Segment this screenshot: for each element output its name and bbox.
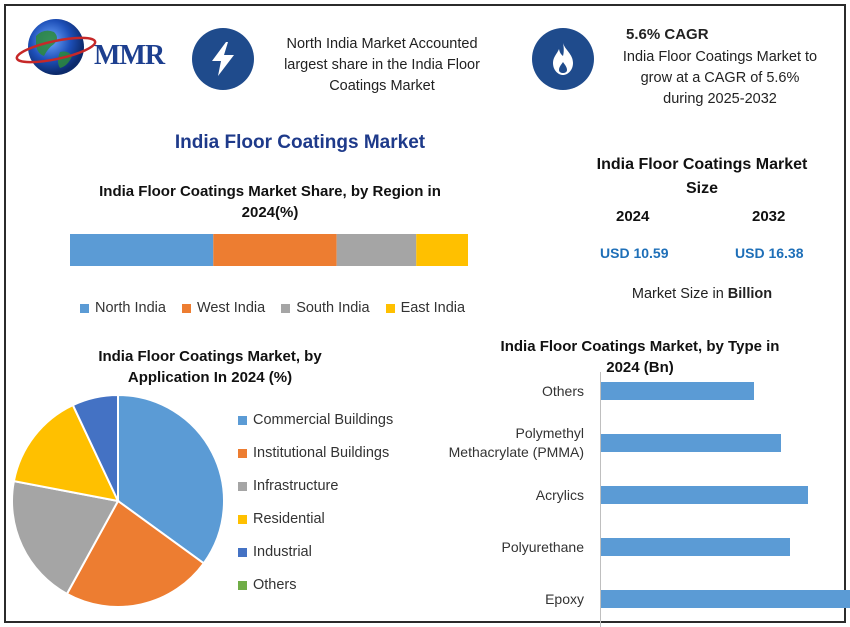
logo-text: MMR bbox=[94, 40, 165, 71]
label-line: Others bbox=[541, 382, 584, 399]
title-line: India Floor Coatings Market bbox=[596, 156, 808, 173]
north-india-callout: North India Market Accounted largest sha… bbox=[262, 34, 502, 97]
cagr-title: 5.6% CAGR bbox=[626, 26, 709, 43]
market-size-unit: Market Size in Billion bbox=[580, 286, 824, 302]
application-legend-item: Industrial bbox=[238, 543, 393, 561]
pie-slice bbox=[65, 499, 206, 608]
title-line: India Floor Coatings Market, by Type in bbox=[500, 338, 780, 355]
type-bar bbox=[601, 538, 790, 556]
callout-line: during 2025-2032 bbox=[663, 91, 777, 107]
legend-label: Infrastructure bbox=[253, 478, 339, 494]
type-bar bbox=[601, 382, 754, 400]
application-chart-title: India Floor Coatings Market, by Applicat… bbox=[40, 346, 380, 388]
legend-label: South India bbox=[296, 300, 370, 316]
region-bar-segment bbox=[336, 234, 417, 266]
type-bar bbox=[601, 486, 808, 504]
legend-label: East India bbox=[400, 300, 466, 316]
lightning-icon bbox=[192, 28, 254, 90]
legend-swatch bbox=[181, 303, 191, 313]
callout-line: grow at a CAGR of 5.6% bbox=[640, 70, 800, 86]
legend-swatch bbox=[238, 481, 247, 491]
type-bar-label: Polymethyl Methacrylate (PMMA) bbox=[394, 424, 584, 462]
market-size-title: India Floor Coatings Market Size bbox=[580, 153, 824, 201]
type-chart-title: India Floor Coatings Market, by Type in … bbox=[470, 336, 810, 378]
legend-swatch bbox=[238, 415, 247, 425]
legend-label: West India bbox=[196, 300, 266, 316]
year-2032: 2032 bbox=[752, 208, 786, 225]
unit-bold: Billion bbox=[727, 286, 773, 302]
callout-line: largest share in the India Floor bbox=[284, 57, 480, 73]
pie-slice bbox=[117, 393, 225, 565]
legend-swatch bbox=[238, 448, 247, 458]
application-legend-item: Others bbox=[238, 576, 393, 594]
region-bar-segment bbox=[416, 234, 468, 266]
title-line: 2024(%) bbox=[241, 204, 299, 221]
callout-line: Coatings Market bbox=[329, 78, 435, 94]
type-bar bbox=[601, 590, 850, 608]
pie-slice bbox=[71, 393, 119, 502]
type-bar-chart: Others Polymethyl Methacrylate (PMMA) Acryl… bbox=[400, 372, 850, 627]
year-2024: 2024 bbox=[616, 208, 650, 225]
pie-slice bbox=[12, 403, 120, 503]
application-legend-item: Institutional Buildings bbox=[238, 444, 393, 462]
title-line: 2024 (Bn) bbox=[606, 359, 674, 376]
flame-icon bbox=[532, 28, 594, 90]
label-line: Epoxy bbox=[545, 590, 584, 607]
label-line: Methacrylate (PMMA) bbox=[448, 444, 584, 460]
legend-label: Others bbox=[253, 577, 297, 593]
pie-slice bbox=[11, 479, 120, 596]
legend-label: Residential bbox=[253, 511, 325, 527]
title-line: India Floor Coatings Market Share, by Re… bbox=[99, 183, 441, 200]
region-legend-item: South India bbox=[281, 300, 370, 316]
label-line: Polymethyl bbox=[515, 425, 584, 441]
region-legend-item: West India bbox=[181, 300, 266, 316]
region-legend: North India West India South India East Ind… bbox=[80, 300, 465, 316]
legend-swatch bbox=[80, 303, 89, 313]
region-stacked-bar bbox=[70, 234, 468, 266]
type-bar-label: Others bbox=[394, 382, 584, 401]
type-bar-label: Epoxy bbox=[394, 590, 584, 609]
callout-line: India Floor Coatings Market to bbox=[622, 49, 818, 65]
globe-logo-icon bbox=[15, 19, 97, 75]
legend-swatch bbox=[238, 547, 247, 557]
main-title: India Floor Coatings Market bbox=[174, 132, 426, 153]
title-line: India Floor Coatings Market, by bbox=[98, 348, 322, 365]
market-size-2032: USD 16.38 bbox=[735, 245, 804, 261]
application-legend-item: Infrastructure bbox=[238, 477, 393, 495]
application-legend-item: Commercial Buildings bbox=[238, 411, 393, 429]
legend-label: Institutional Buildings bbox=[253, 445, 390, 461]
application-legend-item: Residential bbox=[238, 510, 393, 528]
type-bar-label: Polyurethane bbox=[394, 538, 584, 557]
label-line: Polyurethane bbox=[501, 538, 584, 555]
callout-line: North India Market Accounted bbox=[286, 36, 478, 52]
cagr-callout: India Floor Coatings Market to grow at a… bbox=[600, 47, 840, 110]
title-line: Application In 2024 (%) bbox=[127, 369, 293, 386]
label-line: Acrylics bbox=[535, 486, 584, 503]
market-size-2024: USD 10.59 bbox=[600, 245, 669, 261]
legend-swatch bbox=[281, 303, 291, 313]
region-legend-item: East India bbox=[385, 300, 466, 316]
infographic-frame bbox=[4, 4, 846, 623]
legend-label: North India bbox=[95, 300, 166, 316]
title-line: Size bbox=[685, 180, 718, 197]
region-bar-segment bbox=[213, 234, 337, 266]
legend-label: Industrial bbox=[253, 544, 312, 560]
type-bar-label: Acrylics bbox=[394, 486, 584, 505]
application-legend: Commercial Buildings Institutional Buildi… bbox=[238, 411, 393, 609]
y-axis-line bbox=[600, 372, 601, 627]
region-chart-title: India Floor Coatings Market Share, by Re… bbox=[40, 181, 500, 223]
unit-prefix: Market Size in bbox=[631, 286, 728, 302]
region-bar-segment bbox=[70, 234, 214, 266]
legend-swatch bbox=[385, 303, 395, 313]
type-bar bbox=[601, 434, 781, 452]
logo: MMR bbox=[14, 14, 174, 78]
legend-label: Commercial Buildings bbox=[253, 412, 394, 428]
region-legend-item: North India bbox=[80, 300, 166, 316]
application-pie-chart bbox=[11, 393, 225, 608]
legend-swatch bbox=[238, 514, 247, 524]
legend-swatch bbox=[238, 580, 247, 590]
